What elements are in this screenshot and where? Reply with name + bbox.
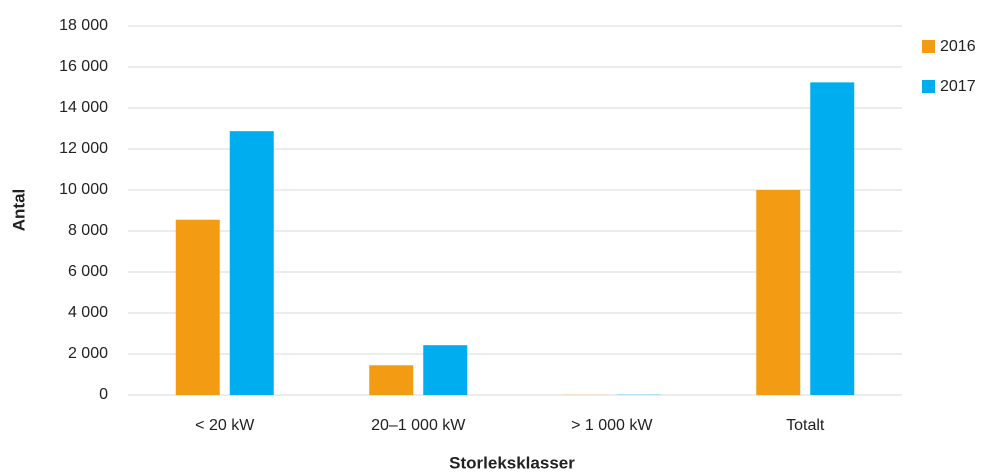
x-tick-label: < 20 kW (195, 417, 255, 434)
y-tick-label: 8 000 (68, 222, 108, 239)
bar (423, 345, 468, 395)
legend-swatch (922, 80, 935, 93)
bar (229, 131, 274, 396)
x-axis-title: Storleksklasser (449, 453, 575, 472)
y-tick-label: 18 000 (59, 17, 108, 34)
bar (369, 365, 414, 395)
bar (175, 219, 220, 395)
y-tick-label: 10 000 (59, 181, 108, 198)
x-tick-label: 20–1 000 kW (371, 417, 466, 434)
bar (756, 190, 801, 395)
y-tick-label: 2 000 (68, 345, 108, 362)
legend-label: 2016 (940, 38, 976, 55)
y-axis-title: Antal (9, 189, 28, 232)
x-tick-label: Totalt (786, 417, 825, 434)
legend-swatch (922, 40, 935, 53)
legend-label: 2017 (940, 78, 976, 95)
y-tick-label: 0 (99, 386, 108, 403)
bar (810, 82, 855, 395)
y-tick-label: 14 000 (59, 99, 108, 116)
y-tick-label: 6 000 (68, 263, 108, 280)
y-tick-label: 16 000 (59, 58, 108, 75)
y-tick-label: 12 000 (59, 140, 108, 157)
y-tick-label: 4 000 (68, 304, 108, 321)
x-tick-label: > 1 000 kW (571, 417, 653, 434)
